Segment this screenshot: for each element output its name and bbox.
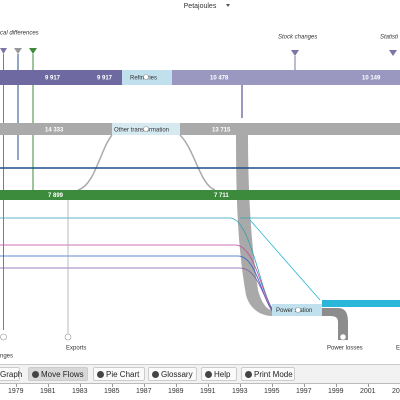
dropdown-arrow — [226, 4, 230, 7]
button-label: Print Mode — [254, 370, 293, 379]
timeline: 1979 1981 1983 1985 1987 1989 1991 1993 1995 1997… — [0, 383, 400, 400]
bottom-label: E — [396, 346, 400, 352]
timeline-tick — [48, 384, 49, 387]
node-label[interactable]: Other transformation — [114, 128, 169, 134]
flow-label: 10 149 — [362, 76, 381, 82]
bottom-label: Exports — [66, 346, 86, 352]
timeline-tick — [336, 384, 337, 387]
button-label: Pie Chart — [106, 370, 140, 379]
node-label[interactable]: Refineries — [130, 76, 157, 82]
button-label: Move Flows — [41, 370, 84, 379]
node-handles[interactable] — [0, 74, 347, 341]
button-icon — [32, 371, 39, 378]
sankey: Petajoules cal differences Stock changes… — [0, 3, 400, 360]
timeline-tick — [368, 384, 369, 387]
timeline-year[interactable]: 1989 — [168, 388, 184, 395]
timeline-year[interactable]: 1987 — [136, 388, 152, 395]
timeline-year[interactable]: 1993 — [232, 388, 248, 395]
timeline-year[interactable]: 1991 — [200, 388, 216, 395]
bottom-label: nges — [0, 354, 13, 360]
toolbar-button[interactable]: Move Flows — [28, 367, 88, 381]
bottom-label: Power losses — [327, 346, 363, 352]
timeline-tick — [112, 384, 113, 387]
button-icon — [97, 371, 104, 378]
source-icons — [0, 48, 397, 330]
timeline-tick — [272, 384, 273, 387]
timeline-tick — [240, 384, 241, 387]
toolbar: Graph Move Flows Pie Chart Glossary Help Prin… — [0, 364, 400, 384]
timeline-tick — [176, 384, 177, 387]
top-label: Statisti — [380, 35, 399, 41]
timeline-year[interactable]: 1997 — [296, 388, 312, 395]
top-label: Stock changes — [278, 35, 317, 41]
timeline-year[interactable]: 1985 — [104, 388, 120, 395]
timeline-tick — [304, 384, 305, 387]
timeline-year[interactable]: 1995 — [264, 388, 280, 395]
timeline-tick — [16, 384, 17, 387]
button-icon — [245, 371, 252, 378]
toolbar-button[interactable]: Help — [201, 367, 237, 381]
button-label: Help — [214, 370, 231, 379]
timeline-tick — [80, 384, 81, 387]
node-label[interactable]: Power station — [276, 308, 312, 314]
flow-label: 14 333 — [45, 128, 64, 134]
timeline-tick — [208, 384, 209, 387]
button-icon — [205, 371, 212, 378]
toolbar-button[interactable]: Graph — [0, 367, 23, 381]
timeline-year[interactable]: 2001 — [360, 388, 376, 395]
timeline-year[interactable]: 1999 — [328, 388, 344, 395]
flow-label: 9 917 — [45, 76, 61, 82]
timeline-year[interactable]: 1983 — [72, 388, 88, 395]
flow-label: 13 715 — [212, 128, 231, 134]
timeline-year[interactable]: 1981 — [40, 388, 56, 395]
unit-selector[interactable]: Petajoules — [184, 3, 217, 10]
flow-label: 10 478 — [210, 76, 229, 82]
toolbar-button[interactable]: Print Mode — [241, 367, 295, 381]
top-label: cal differences — [0, 31, 39, 37]
flows — [0, 70, 400, 340]
timeline-year[interactable]: 2003 — [392, 388, 400, 395]
button-icon — [152, 371, 159, 378]
flow-label: 7 711 — [214, 193, 229, 199]
toolbar-button[interactable]: Glossary — [148, 367, 197, 381]
flow-label: 7 899 — [48, 193, 64, 199]
flow-label: 9 917 — [97, 76, 113, 82]
button-label: Graph — [0, 370, 23, 379]
timeline-year[interactable]: 1979 — [8, 388, 24, 395]
toolbar-button[interactable]: Pie Chart — [93, 367, 145, 381]
timeline-tick — [144, 384, 145, 387]
button-label: Glossary — [161, 370, 193, 379]
